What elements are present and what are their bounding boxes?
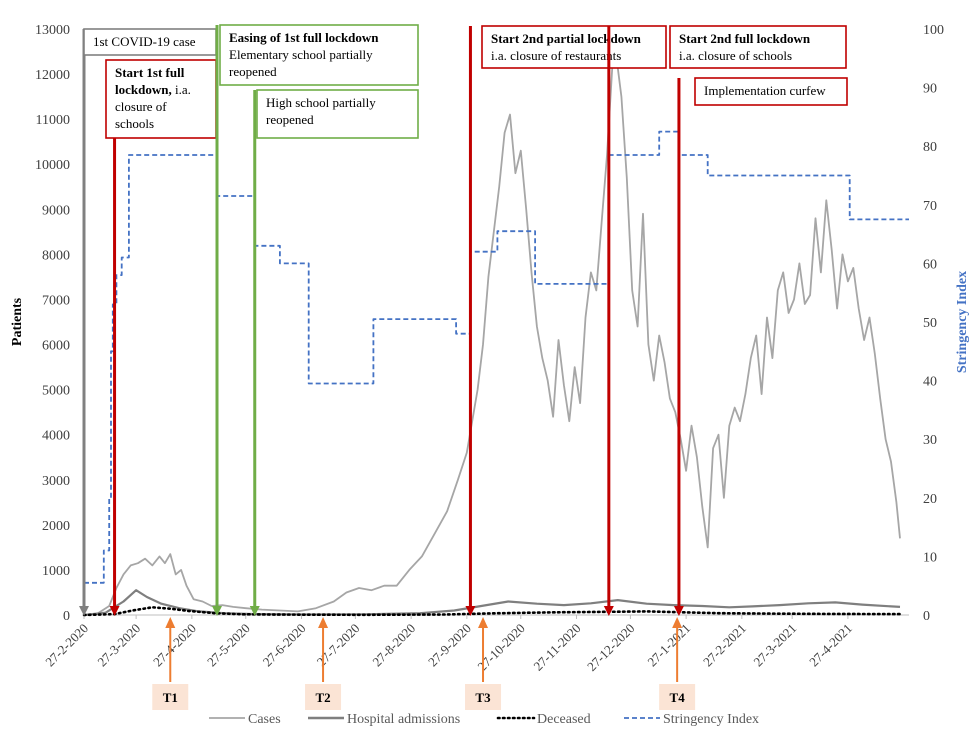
y2-tick-label: 90 (923, 82, 937, 97)
timepoint-layer: T1 T2 T3 T4 (152, 617, 696, 710)
y2-tick-label: 60 (923, 257, 937, 272)
y-tick-label: 2000 (42, 519, 70, 534)
y2-tick-label: 20 (923, 492, 937, 507)
y2-axis-title: Stringency Index (955, 271, 970, 373)
y-tick-label: 11000 (36, 113, 70, 128)
series-line-hospital-admissions (83, 589, 901, 617)
y2-tick-label: 30 (923, 433, 937, 448)
intervention-text: Start 2nd full lockdown (679, 31, 811, 46)
y-tick-label: 12000 (35, 68, 70, 83)
timepoint-arrowhead (478, 617, 489, 628)
intervention-text: i.a. closure of schools (679, 48, 792, 63)
y-tick-label: 3000 (42, 474, 70, 489)
timepoint-label: T1 (163, 690, 178, 705)
timepoint-badge (152, 684, 189, 710)
x-tick-label: 27-5-2020 (204, 621, 253, 670)
intervention-text: Easing of 1st full lockdown (229, 30, 379, 45)
legend-label: Deceased (537, 712, 591, 727)
y-tick-label: 6000 (42, 339, 70, 354)
timepoint-label: T4 (670, 690, 686, 705)
intervention-text: i.a. closure of restaurants (491, 48, 621, 63)
x-tick-label: 27-6-2020 (260, 621, 309, 670)
intervention-arrowhead (212, 606, 223, 616)
timepoint-arrowhead (165, 617, 176, 628)
intervention-layer: 1st COVID-19 case Start 1st full lockdown,… (79, 24, 848, 616)
y2-tick-label: 0 (923, 609, 930, 624)
y-tick-label: 1000 (42, 564, 70, 579)
legend-label: Stringency Index (663, 712, 759, 727)
legend-label: Hospital admissions (347, 712, 460, 727)
series-line-deceased (82, 605, 902, 617)
y-tick-label: 4000 (42, 429, 70, 444)
intervention-box (105, 59, 217, 139)
intervention-text: reopened (229, 64, 277, 79)
y2-tick-label: 100 (923, 23, 944, 38)
intervention-box (256, 89, 419, 139)
y-tick-label: 5000 (42, 384, 70, 399)
x-tick-label: 27-11-2020 (530, 621, 583, 674)
intervention-text: schools (115, 116, 154, 131)
y2-tick-label: 40 (923, 375, 937, 390)
intervention-box (694, 77, 848, 106)
intervention-text: Start 2nd partial lockdown (491, 31, 642, 46)
intervention-text: High school partially (266, 95, 376, 110)
intervention-arrowhead (465, 606, 476, 616)
timepoint-badge (659, 684, 696, 710)
y-tick-label: 7000 (42, 293, 70, 308)
intervention-text: reopened (266, 112, 314, 127)
intervention-box (219, 24, 419, 86)
intervention-arrowhead (673, 606, 684, 616)
y-tick-label: 8000 (42, 248, 70, 263)
y-tick-label: 0 (63, 609, 70, 624)
y2-tick-label: 70 (923, 199, 937, 214)
timepoint-label: T3 (475, 690, 491, 705)
series-line-stringency-index (84, 130, 909, 584)
intervention-arrowhead (249, 606, 260, 616)
y-tick-label: 10000 (35, 158, 70, 173)
y2-tick-label: 80 (923, 140, 937, 155)
y-tick-label: 13000 (35, 23, 70, 38)
intervention-arrowhead (603, 606, 614, 616)
x-tick-label: 27-4-2021 (806, 621, 855, 670)
intervention-text: closure of (115, 99, 167, 114)
x-tick-label: 27-2-2020 (42, 621, 91, 670)
series-layer (82, 52, 909, 617)
x-tick-label: 27-3-2021 (750, 621, 799, 670)
y-axis-title: Patients (10, 297, 25, 346)
timepoint-badge (305, 684, 342, 710)
intervention-text: Implementation curfew (704, 83, 826, 98)
series-line-cases (83, 52, 901, 616)
y2-tick-label: 50 (923, 316, 937, 331)
x-tick-label: 27-1-2021 (644, 621, 693, 670)
intervention-text: Start 1st full (115, 65, 185, 80)
intervention-arrowhead (109, 606, 120, 616)
intervention-text: lockdown, i.a. (115, 82, 191, 97)
timepoint-arrowhead (672, 617, 683, 628)
legend-label: Cases (248, 712, 281, 727)
legend: Cases Hospital admissions Deceased Stringen… (209, 712, 759, 727)
intervention-box (669, 25, 847, 69)
intervention-text: Elementary school partially (229, 47, 373, 62)
intervention-arrowhead (79, 606, 89, 616)
timepoint-badge (465, 684, 502, 710)
x-tick-label: 27-3-2020 (94, 621, 143, 670)
intervention-text: 1st COVID-19 case (93, 34, 196, 49)
x-tick-label: 27-8-2020 (369, 621, 418, 670)
timepoint-arrowhead (318, 617, 329, 628)
y-tick-label: 9000 (42, 203, 70, 218)
x-tick-label: 27-12-2020 (584, 621, 638, 675)
x-tick-label: 27-9-2020 (425, 621, 474, 670)
intervention-box (481, 25, 667, 69)
x-tick-label: 27-2-2021 (700, 621, 749, 670)
timepoint-label: T2 (315, 690, 330, 705)
y2-tick-label: 10 (923, 550, 937, 565)
intervention-box (83, 28, 217, 56)
